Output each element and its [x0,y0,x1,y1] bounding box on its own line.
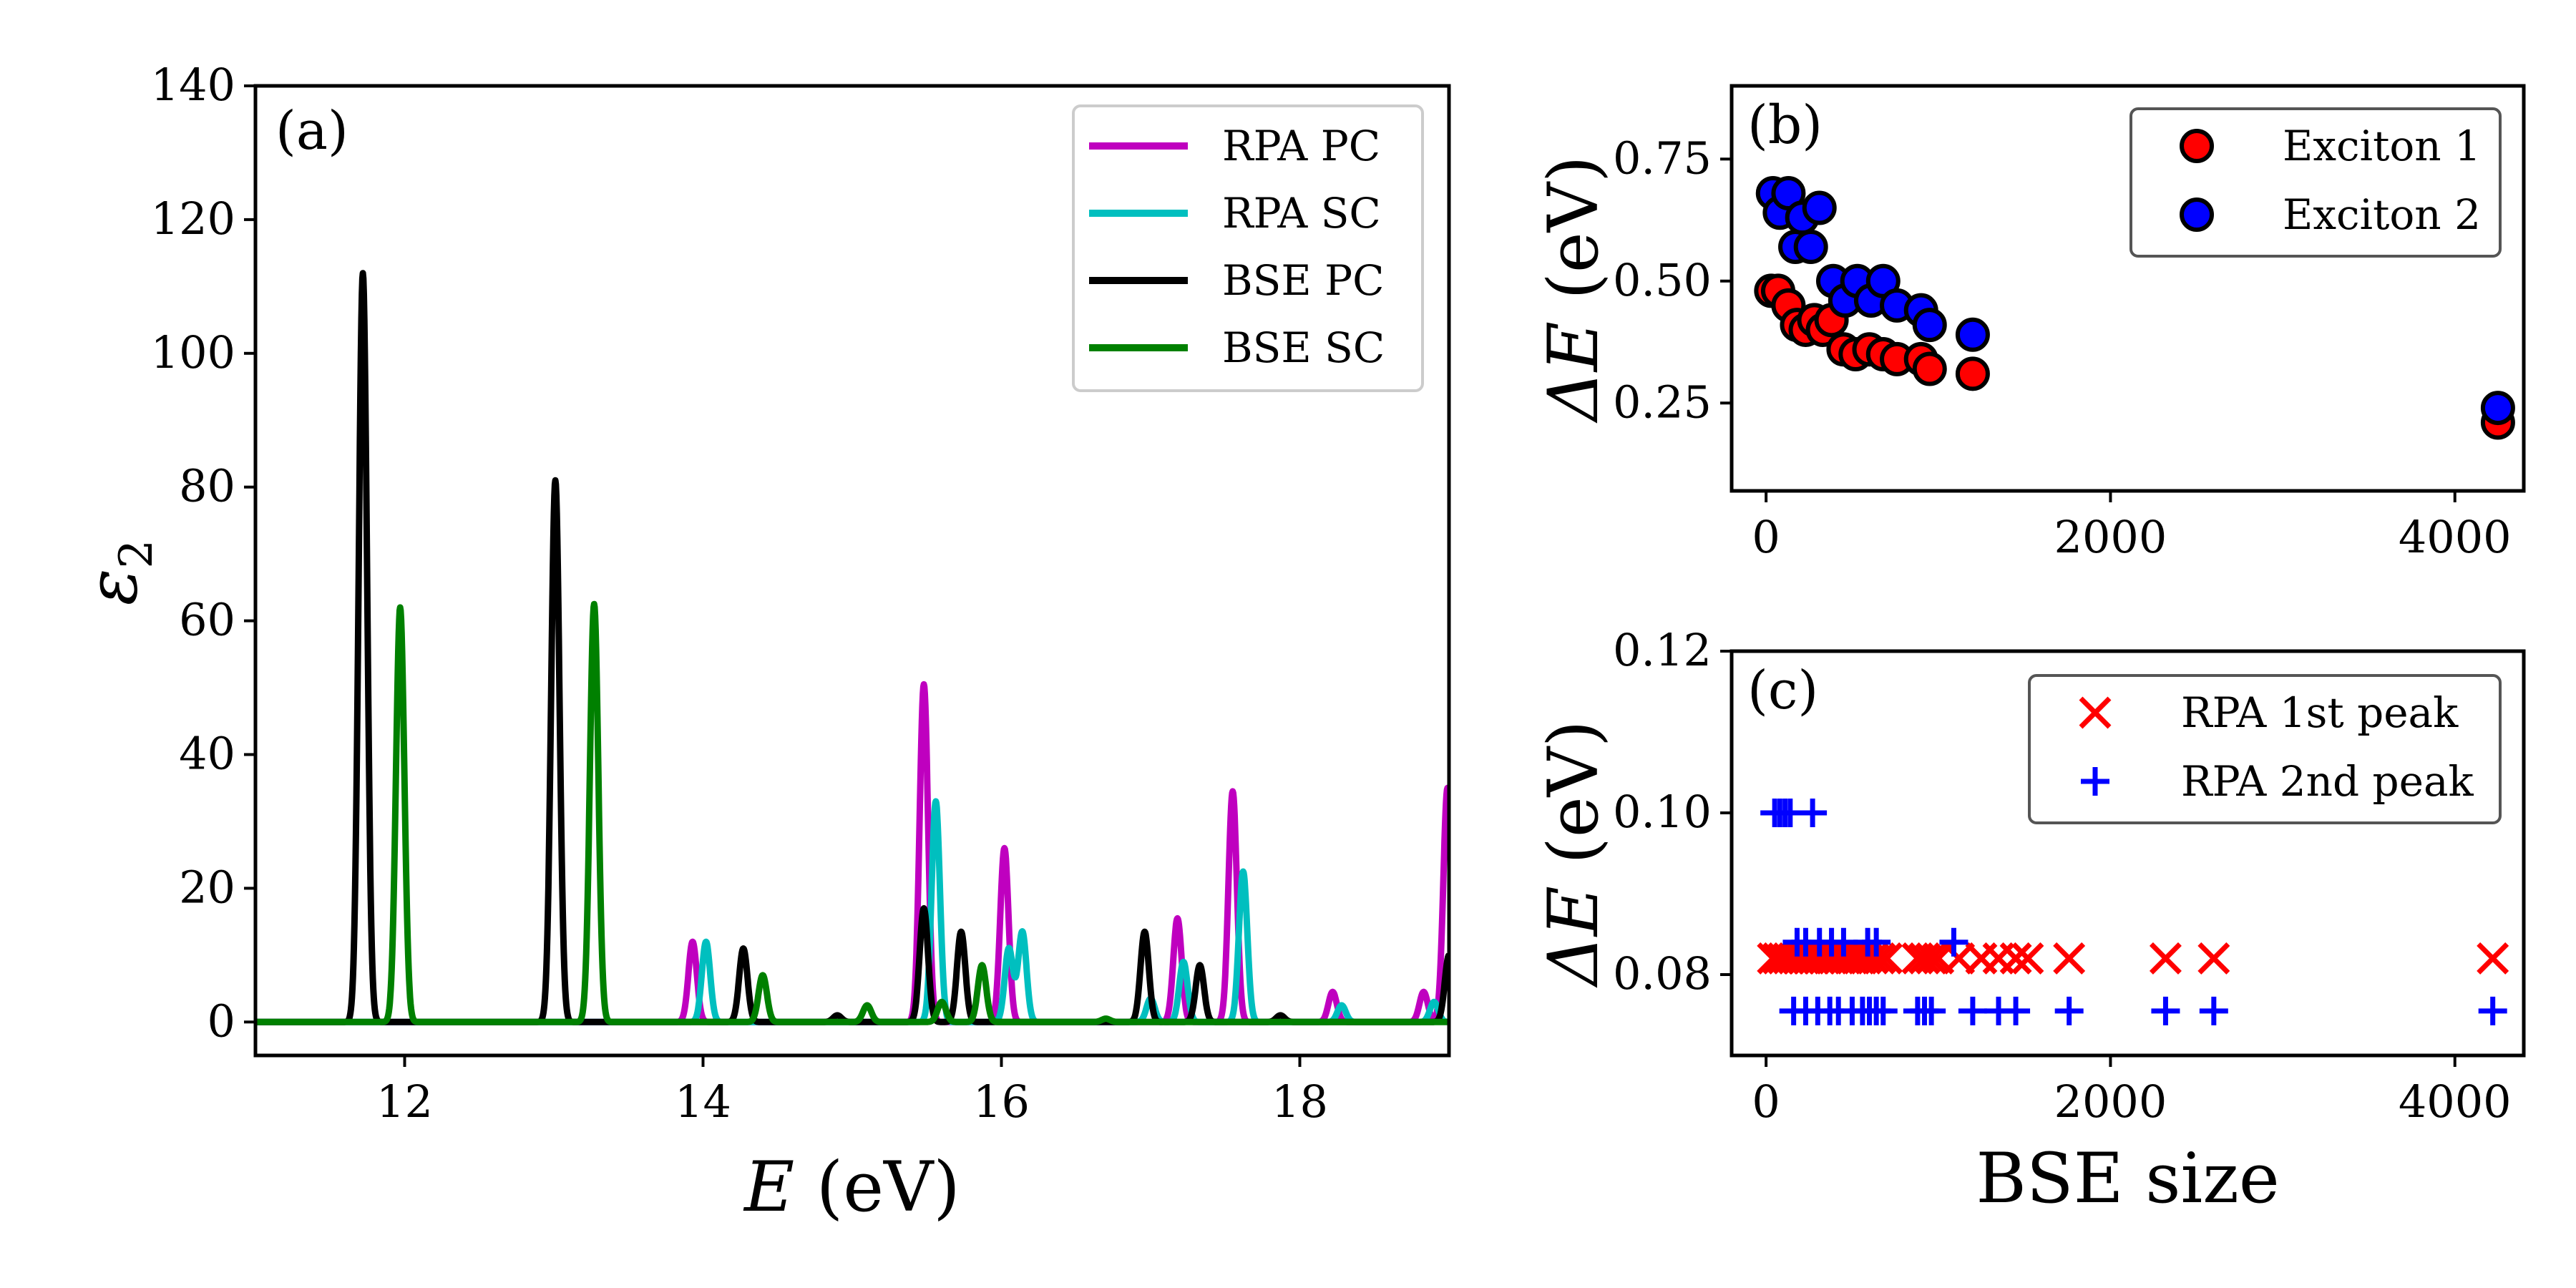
point-rpa-1st-peak [1915,942,1948,975]
point-rpa-2nd-peak [1939,927,1968,957]
legend-label: RPA 2nd peak [2181,757,2474,806]
panel-b-xtick-label: 4000 [2399,511,2512,563]
panel-c-xtick-label: 4000 [2399,1075,2512,1128]
legend-label: RPA 1st peak [2181,688,2459,737]
legend-marker [2180,129,2214,163]
panel-a-plot [255,270,1449,1025]
point-exciton-1 [1955,356,1990,391]
panel-c-ylabel: ΔE (eV) [1533,721,1614,989]
panel-a-xlabel: E (eV) [743,1147,960,1227]
point-exciton-2 [1793,230,1828,265]
point-rpa-2nd-peak [1798,799,1828,827]
panel-a-legend [1072,104,1424,392]
point-rpa-1st-peak [2477,942,2509,975]
point-exciton-2 [2480,391,2515,426]
point-exciton-2 [1955,317,1990,352]
point-rpa-1st-peak [1999,942,2032,975]
legend-marker [2180,197,2214,232]
panel-c-xtick-label: 0 [1752,1075,1780,1128]
panel-a-ytick-label: 140 [151,59,235,111]
point-rpa-2nd-peak [1958,996,1987,1025]
panel-a-xtick-label: 12 [376,1075,433,1128]
panel-b-axes-frame [1729,84,2526,493]
panel-a-ytick-label: 40 [179,727,235,779]
panel-b-xtick-label: 2000 [2054,511,2167,563]
panel-c-ytick-label: 0.08 [1613,947,1712,1000]
panel-a-xtick-label: 18 [1272,1075,1328,1128]
panel-a-ytick-label: 0 [208,995,235,1047]
panel-c-xtick-label: 2000 [2054,1075,2167,1128]
point-rpa-1st-peak [1908,942,1941,975]
panel-b-plot [1754,176,2515,440]
panel-b-ylabel: ΔE (eV) [1533,156,1614,424]
point-exciton-1 [1912,351,1947,386]
legend-label: Exciton 1 [2283,122,2481,170]
panel-c-ytick-label: 0.12 [1613,624,1712,676]
point-exciton-2 [1912,308,1947,343]
panel-a-ytick-label: 100 [151,326,235,379]
panel-a-ytick-label: 80 [179,460,235,512]
series-line-bse-sc [255,600,1449,1025]
panel-b-ytick-label: 0.50 [1613,254,1712,306]
point-rpa-2nd-peak [1917,996,1946,1025]
point-rpa-1st-peak [2149,942,2182,975]
point-rpa-2nd-peak [2054,996,2084,1025]
panel-c-tag: (c) [1747,660,1818,721]
point-rpa-2nd-peak [1829,927,1858,957]
point-rpa-2nd-peak [2151,996,2180,1025]
panel-a-ytick-label: 20 [179,861,235,913]
panel-a-xtick-label: 14 [675,1075,731,1128]
legend-label: Exciton 2 [2283,190,2481,239]
point-rpa-2nd-peak [2199,996,2228,1025]
panel-a-tag: (a) [275,100,348,162]
panel-a-ytick-label: 60 [179,594,235,646]
panel-c-axes-frame [1729,649,2526,1058]
point-rpa-1st-peak [2197,942,2230,975]
panel-a-axes-frame [253,84,1451,1058]
panel-c-xlabel: BSE size [1976,1138,2279,1219]
point-rpa-1st-peak [2053,942,2086,975]
point-rpa-2nd-peak [1868,996,1898,1025]
point-rpa-2nd-peak [2478,996,2507,1025]
panel-b-legend [2129,107,2502,258]
panel-c-legend [2028,674,2502,824]
panel-b-ytick-label: 0.25 [1613,376,1712,428]
panel-b-tag: (b) [1747,94,1823,156]
panel-b-ytick-label: 0.75 [1613,132,1712,184]
panel-c-plot [1757,799,2509,1025]
point-rpa-1st-peak [1856,942,1889,975]
legend-label: RPA PC [1222,122,1380,170]
point-rpa-2nd-peak [2001,996,2031,1025]
panel-c-ytick-label: 0.10 [1613,786,1712,838]
panel-a-ytick-label: 120 [151,192,235,245]
legend-marker [2079,696,2112,729]
legend-marker [2081,767,2109,796]
panel-a-ylabel: ε2 [72,540,163,605]
point-rpa-1st-peak [2011,942,2044,975]
legend-label: RPA SC [1222,189,1381,238]
legend-label: BSE SC [1222,323,1385,372]
legend-label: BSE PC [1222,256,1385,305]
point-rpa-2nd-peak [1862,927,1891,957]
panel-b-xtick-label: 0 [1752,511,1780,563]
point-rpa-1st-peak [1863,942,1896,975]
point-exciton-2 [1802,190,1837,225]
panel-a-xtick-label: 16 [973,1075,1030,1128]
